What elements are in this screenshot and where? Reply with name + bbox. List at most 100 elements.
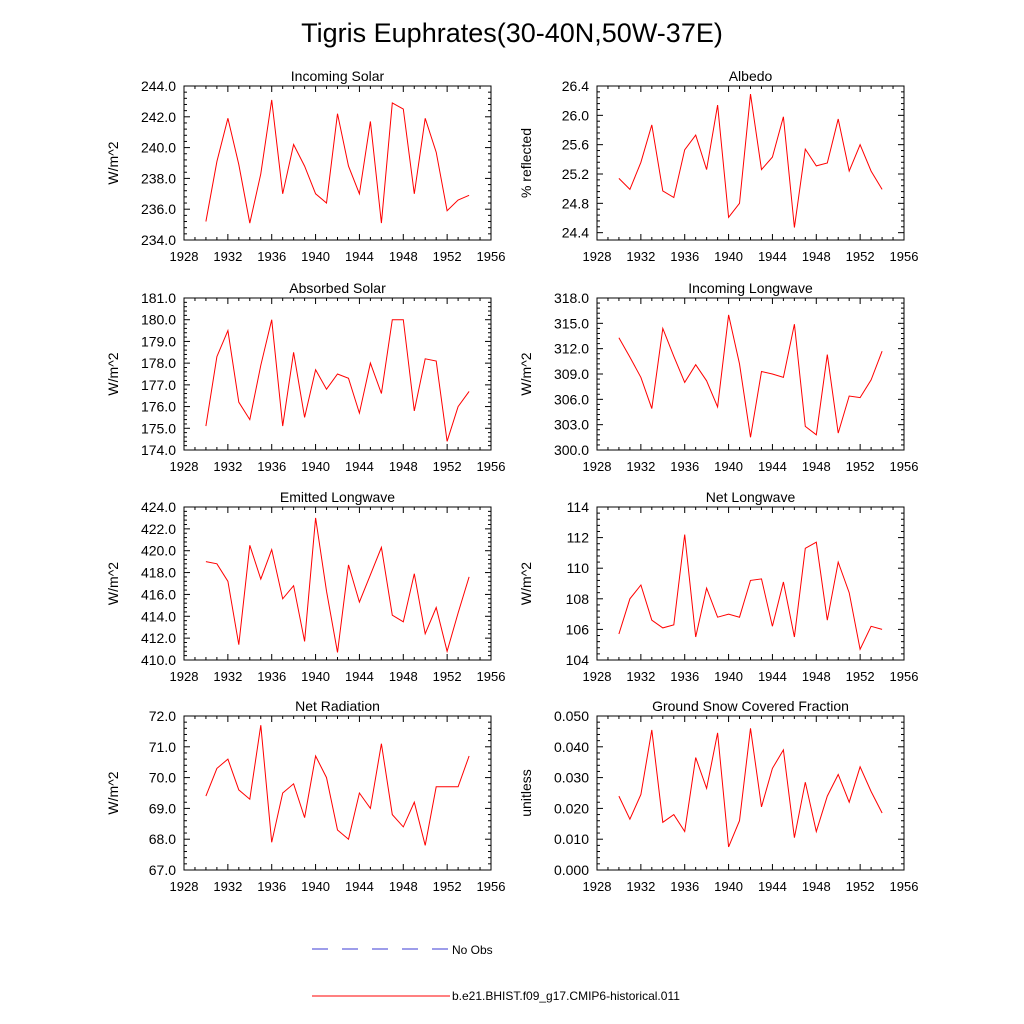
incoming-solar-xtick-label: 1932 bbox=[213, 249, 242, 264]
albedo-frame bbox=[596, 85, 905, 241]
net-radiation-ytick-label: 67.0 bbox=[149, 862, 176, 878]
net-radiation-xtick-label: 1932 bbox=[213, 879, 242, 894]
albedo-xtick-label: 1928 bbox=[583, 249, 612, 264]
absorbed-solar-ytick-label: 177.0 bbox=[141, 377, 176, 393]
absorbed-solar-ytick-label: 174.0 bbox=[141, 442, 176, 458]
incoming-longwave-ytick-label: 300.0 bbox=[554, 442, 589, 458]
emitted-longwave-xtick-label: 1944 bbox=[345, 669, 374, 684]
absorbed-solar-ytick-label: 179.0 bbox=[141, 333, 176, 349]
albedo-ytick-label: 24.8 bbox=[562, 195, 589, 211]
panels: Incoming Solar W/m^2 1928 1932 1936 1940 1944 1… bbox=[105, 68, 918, 894]
albedo-ylabel: % reflected bbox=[518, 128, 534, 198]
ground-snow-covered-fraction-ylabel: unitless bbox=[518, 769, 534, 816]
net-longwave-ytick-label: 108 bbox=[566, 591, 590, 607]
net-longwave-xtick-label: 1952 bbox=[846, 669, 875, 684]
panel-emitted-longwave: Emitted Longwave W/m^2 1928 1932 1936 1940 194… bbox=[105, 489, 505, 684]
net-radiation-xtick-label: 1940 bbox=[301, 879, 330, 894]
panel-albedo: Albedo % reflected 1928 1932 1936 1940 1944 194… bbox=[518, 68, 918, 264]
emitted-longwave-xtick-label: 1948 bbox=[389, 669, 418, 684]
emitted-longwave-xtick-label: 1940 bbox=[301, 669, 330, 684]
emitted-longwave-xtick-label: 1936 bbox=[257, 669, 286, 684]
figure-title: Tigris Euphrates(30-40N,50W-37E) bbox=[301, 18, 723, 48]
net-radiation-xtick-label: 1928 bbox=[170, 879, 199, 894]
albedo-ytick-label: 24.4 bbox=[562, 225, 589, 241]
incoming-solar-ytick-label: 240.0 bbox=[141, 140, 176, 156]
net-longwave-ytick-label: 106 bbox=[566, 621, 590, 637]
incoming-solar-frame bbox=[183, 85, 492, 241]
emitted-longwave-ylabel: W/m^2 bbox=[105, 562, 121, 605]
emitted-longwave-xtick-label: 1932 bbox=[213, 669, 242, 684]
emitted-longwave-title: Emitted Longwave bbox=[280, 489, 395, 505]
incoming-longwave-xtick-label: 1952 bbox=[846, 459, 875, 474]
incoming-longwave-xtick-label: 1940 bbox=[714, 459, 743, 474]
net-radiation-ytick-label: 71.0 bbox=[149, 739, 176, 755]
emitted-longwave-ytick-label: 414.0 bbox=[141, 608, 176, 624]
emitted-longwave-xtick-label: 1928 bbox=[170, 669, 199, 684]
net-longwave-series-line bbox=[618, 534, 883, 651]
ground-snow-covered-fraction-ytick-label: 0.020 bbox=[554, 800, 589, 816]
albedo-xtick-label: 1936 bbox=[670, 249, 699, 264]
net-longwave-ylabel: W/m^2 bbox=[518, 562, 534, 605]
net-longwave-xtick-label: 1932 bbox=[626, 669, 655, 684]
ground-snow-covered-fraction-xtick-label: 1932 bbox=[626, 879, 655, 894]
incoming-solar-xtick-label: 1948 bbox=[389, 249, 418, 264]
incoming-solar-title: Incoming Solar bbox=[291, 68, 385, 84]
emitted-longwave-ytick-label: 424.0 bbox=[141, 499, 176, 515]
incoming-solar-series-line bbox=[205, 99, 470, 224]
net-longwave-title: Net Longwave bbox=[706, 489, 796, 505]
incoming-longwave-ytick-label: 315.0 bbox=[554, 315, 589, 331]
incoming-longwave-ytick-label: 306.0 bbox=[554, 391, 589, 407]
net-longwave-xtick-label: 1928 bbox=[583, 669, 612, 684]
net-radiation-ytick-label: 69.0 bbox=[149, 800, 176, 816]
albedo-ytick-label: 25.6 bbox=[562, 137, 589, 153]
absorbed-solar-xtick-label: 1932 bbox=[213, 459, 242, 474]
incoming-longwave-xtick-label: 1956 bbox=[890, 459, 919, 474]
incoming-longwave-xtick-label: 1948 bbox=[802, 459, 831, 474]
emitted-longwave-ytick-label: 422.0 bbox=[141, 521, 176, 537]
albedo-xtick-label: 1944 bbox=[758, 249, 787, 264]
net-radiation-series-line bbox=[205, 725, 470, 846]
albedo-xtick-label: 1956 bbox=[890, 249, 919, 264]
emitted-longwave-ytick-label: 418.0 bbox=[141, 565, 176, 581]
net-radiation-xtick-label: 1936 bbox=[257, 879, 286, 894]
emitted-longwave-ytick-label: 416.0 bbox=[141, 586, 176, 602]
emitted-longwave-series-line bbox=[205, 517, 470, 654]
ground-snow-covered-fraction-ytick-label: 0.030 bbox=[554, 770, 589, 786]
incoming-longwave-xtick-label: 1928 bbox=[583, 459, 612, 474]
albedo-title: Albedo bbox=[729, 68, 773, 84]
net-radiation-title: Net Radiation bbox=[295, 698, 380, 714]
albedo-series-line bbox=[618, 94, 883, 228]
absorbed-solar-title: Absorbed Solar bbox=[289, 280, 386, 296]
ground-snow-covered-fraction-title: Ground Snow Covered Fraction bbox=[652, 698, 849, 714]
panel-absorbed-solar: Absorbed Solar W/m^2 1928 1932 1936 1940 1944 1… bbox=[105, 280, 505, 474]
net-radiation-xtick-label: 1956 bbox=[477, 879, 506, 894]
absorbed-solar-ytick-label: 175.0 bbox=[141, 420, 176, 436]
absorbed-solar-xtick-label: 1956 bbox=[477, 459, 506, 474]
panel-ground-snow-covered-fraction: Ground Snow Covered Fraction unitless 1928… bbox=[518, 698, 918, 894]
panel-incoming-longwave: Incoming Longwave W/m^2 1928 1932 1936 1940 19… bbox=[518, 280, 918, 474]
incoming-longwave-xtick-label: 1932 bbox=[626, 459, 655, 474]
ground-snow-covered-fraction-ytick-label: 0.010 bbox=[554, 831, 589, 847]
incoming-longwave-ylabel: W/m^2 bbox=[518, 352, 534, 395]
emitted-longwave-xtick-label: 1956 bbox=[477, 669, 506, 684]
albedo-xtick-label: 1940 bbox=[714, 249, 743, 264]
albedo-xtick-label: 1932 bbox=[626, 249, 655, 264]
albedo-xtick-label: 1952 bbox=[846, 249, 875, 264]
net-radiation-ytick-label: 70.0 bbox=[149, 770, 176, 786]
ground-snow-covered-fraction-ytick-label: 0.040 bbox=[554, 739, 589, 755]
incoming-solar-xtick-label: 1940 bbox=[301, 249, 330, 264]
net-radiation-ytick-label: 68.0 bbox=[149, 831, 176, 847]
net-longwave-ytick-label: 104 bbox=[566, 652, 590, 668]
incoming-longwave-xtick-label: 1944 bbox=[758, 459, 787, 474]
absorbed-solar-ytick-label: 176.0 bbox=[141, 399, 176, 415]
legend-obs-label: No Obs bbox=[452, 943, 493, 957]
incoming-solar-xtick-label: 1952 bbox=[433, 249, 462, 264]
incoming-longwave-ytick-label: 309.0 bbox=[554, 366, 589, 382]
absorbed-solar-xtick-label: 1952 bbox=[433, 459, 462, 474]
absorbed-solar-ytick-label: 180.0 bbox=[141, 312, 176, 328]
albedo-xtick-label: 1948 bbox=[802, 249, 831, 264]
net-radiation-ytick-label: 72.0 bbox=[149, 708, 176, 724]
panel-net-longwave: Net Longwave W/m^2 1928 1932 1936 1940 1944 194… bbox=[518, 489, 918, 684]
net-radiation-xtick-label: 1948 bbox=[389, 879, 418, 894]
panel-incoming-solar: Incoming Solar W/m^2 1928 1932 1936 1940 1944 1… bbox=[105, 68, 505, 264]
